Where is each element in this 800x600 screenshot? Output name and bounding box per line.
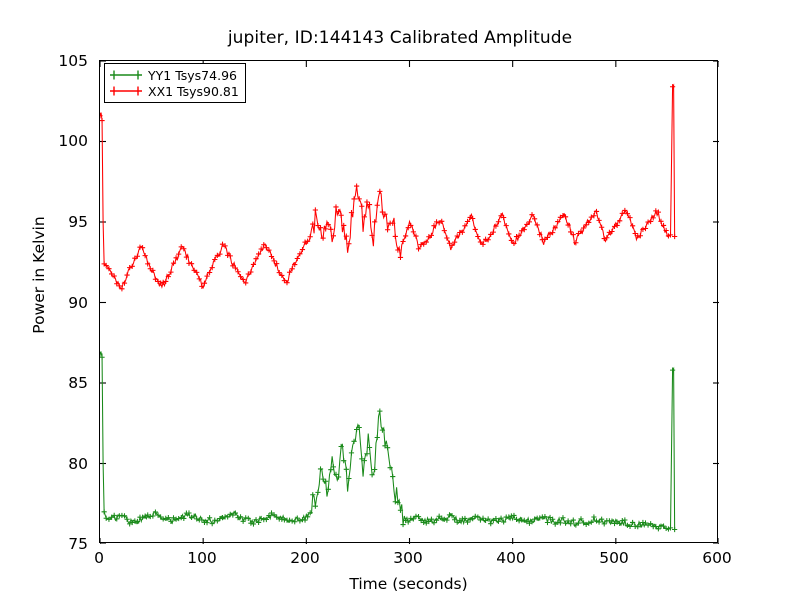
x-axis-tick-label: 200 bbox=[290, 549, 320, 567]
x-axis-tick-label: 0 bbox=[94, 549, 104, 567]
legend-line-sample-red bbox=[110, 86, 142, 96]
x-axis-tick-label: 100 bbox=[187, 549, 217, 567]
x-axis-tick-label: 500 bbox=[599, 549, 629, 567]
plot-area bbox=[99, 60, 719, 544]
plot-canvas bbox=[100, 61, 719, 544]
legend-label: YY1 Tsys74.96 bbox=[148, 67, 237, 83]
x-axis-tick-label: 400 bbox=[496, 549, 526, 567]
legend-line-sample-green bbox=[110, 70, 142, 80]
x-axis-label: Time (seconds) bbox=[349, 575, 468, 593]
y-axis-tick-label: 85 bbox=[68, 374, 88, 392]
chart-title: jupiter, ID:144143 Calibrated Amplitude bbox=[227, 28, 573, 48]
legend-entry-yy1: YY1 Tsys74.96 bbox=[109, 67, 239, 83]
y-axis-tick-label: 80 bbox=[68, 455, 88, 473]
y-axis-label: Power in Kelvin bbox=[30, 216, 48, 334]
y-axis-tick-label: 100 bbox=[58, 132, 88, 150]
legend: YY1 Tsys74.96 XX1 Tsys90.81 bbox=[104, 63, 246, 103]
y-axis-tick-label: 105 bbox=[58, 52, 88, 70]
legend-entry-xx1: XX1 Tsys90.81 bbox=[109, 83, 239, 99]
x-axis-tick-label: 600 bbox=[702, 549, 732, 567]
x-axis-tick-label: 300 bbox=[393, 549, 423, 567]
y-axis-tick-label: 95 bbox=[68, 213, 88, 231]
y-axis-tick-label: 75 bbox=[68, 535, 88, 553]
y-axis-tick-label: 90 bbox=[68, 294, 88, 312]
legend-label: XX1 Tsys90.81 bbox=[148, 83, 239, 99]
